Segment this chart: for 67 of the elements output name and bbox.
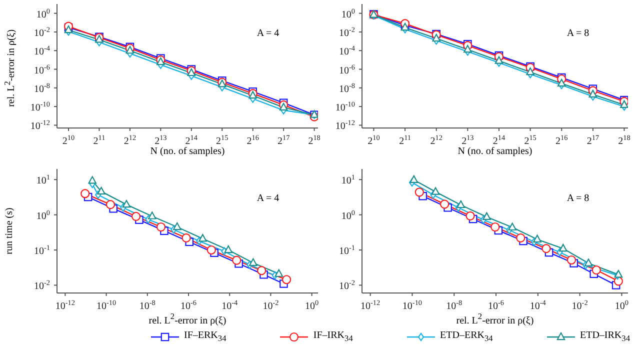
x-tick-label: 2$^{17}$: [586, 134, 600, 147]
x-tick-label: 2$^{15}$: [216, 134, 229, 147]
legend-label: IF–ERK$_{34}$: [184, 330, 226, 343]
y-tick-label: 10$^{0}$: [36, 7, 50, 20]
y-tick-label: 10$^{0}$: [341, 7, 356, 20]
y-tick-label: 10$^{1}$: [36, 174, 50, 187]
x-tick-label: 10$^{-2}$: [572, 299, 588, 312]
y-tick-label: 10$^{-2}$: [339, 279, 356, 292]
x-tick-label: 10$^{-6}$: [180, 299, 197, 312]
y-tick-label: 10$^{-4}$: [339, 44, 356, 58]
y-tick-label: 10$^{-10}$: [335, 100, 356, 114]
x-tick-label: 2$^{14}$: [185, 134, 198, 147]
y-tick-label: 10$^{0}$: [36, 208, 50, 222]
x-tick-label: 10$^{-4}$: [530, 299, 546, 312]
x-tick-label: 2$^{15}$: [524, 134, 537, 147]
y-tick-label: 10$^{-6}$: [339, 63, 356, 76]
x-tick-label: 10$^{-4}$: [222, 299, 238, 312]
x-tick-label: 10$^{-8}$: [446, 299, 463, 312]
y-axis-title: run time (s): [4, 206, 16, 256]
legend-label: ETD–IRK$_{34}$: [580, 330, 630, 343]
y-tick-label: 10$^{-2}$: [339, 26, 356, 39]
x-tick-label: 2$^{13}$: [462, 134, 474, 147]
y-tick-label: 10$^{-8}$: [34, 82, 50, 95]
x-tick-label: 2$^{12}$: [430, 134, 443, 147]
x-tick-label: 2$^{16}$: [556, 134, 568, 147]
x-tick-label: 2$^{10}$: [62, 134, 75, 147]
x-tick-label: 10$^{-6}$: [488, 299, 504, 312]
y-tick-label: 10$^{-1}$: [339, 244, 356, 257]
x-tick-label: 2$^{14}$: [492, 134, 506, 147]
annotation: A = 8: [566, 28, 590, 39]
y-tick-label: 10$^{-4}$: [34, 44, 50, 58]
y-tick-label: 10$^{-2}$: [34, 279, 50, 292]
y-tick-label: 10$^{-8}$: [339, 82, 356, 95]
x-axis-title: N (no. of samples): [456, 146, 534, 158]
x-tick-label: 2$^{18}$: [618, 134, 631, 147]
y-tick-label: 10$^{-12}$: [30, 119, 50, 132]
x-axis-title: N (no. of samples): [149, 146, 226, 158]
x-tick-label: 10$^{-10}$: [96, 299, 116, 312]
y-tick-label: 10$^{-2}$: [34, 26, 50, 39]
annotation: A = 4: [256, 193, 280, 204]
x-tick-label: 2$^{13}$: [154, 134, 168, 147]
x-tick-label: 10$^{0}$: [305, 299, 320, 312]
x-tick-label: 2$^{17}$: [277, 134, 290, 147]
y-tick-label: 10$^{-10}$: [30, 100, 50, 114]
x-tick-label: 2$^{12}$: [124, 134, 136, 147]
x-tick-label: 10$^{-10}$: [402, 299, 422, 312]
y-tick-label: 10$^{-6}$: [34, 63, 50, 76]
y-tick-label: 10$^{0}$: [341, 208, 356, 222]
y-tick-label: 10$^{-1}$: [34, 244, 50, 257]
annotation: A = 8: [566, 193, 590, 204]
x-axis-title: rel. L$^{2}$-error in ρ(ξ): [455, 311, 535, 328]
x-tick-label: 2$^{11}$: [399, 134, 412, 147]
annotation: A = 4: [256, 28, 280, 39]
x-tick-label: 2$^{16}$: [246, 134, 260, 147]
x-tick-label: 10$^{0}$: [614, 299, 629, 312]
x-tick-label: 10$^{-8}$: [139, 299, 156, 312]
x-tick-label: 2$^{18}$: [308, 134, 321, 147]
legend-label: IF–IRK$_{34}$: [313, 330, 353, 343]
x-tick-label: 2$^{10}$: [368, 134, 380, 147]
x-tick-label: 2$^{11}$: [93, 134, 106, 147]
x-tick-label: 10$^{-2}$: [262, 299, 280, 312]
y-tick-label: 10$^{-12}$: [335, 119, 356, 132]
x-tick-label: 10$^{-12}$: [55, 299, 76, 312]
x-axis-title: rel. L$^{2}$-error in ρ(ξ): [148, 311, 228, 328]
legend-label: ETD–ERK$_{34}$: [440, 330, 493, 343]
y-tick-label: 10$^{1}$: [341, 174, 356, 187]
x-tick-label: 10$^{-12}$: [360, 299, 381, 312]
